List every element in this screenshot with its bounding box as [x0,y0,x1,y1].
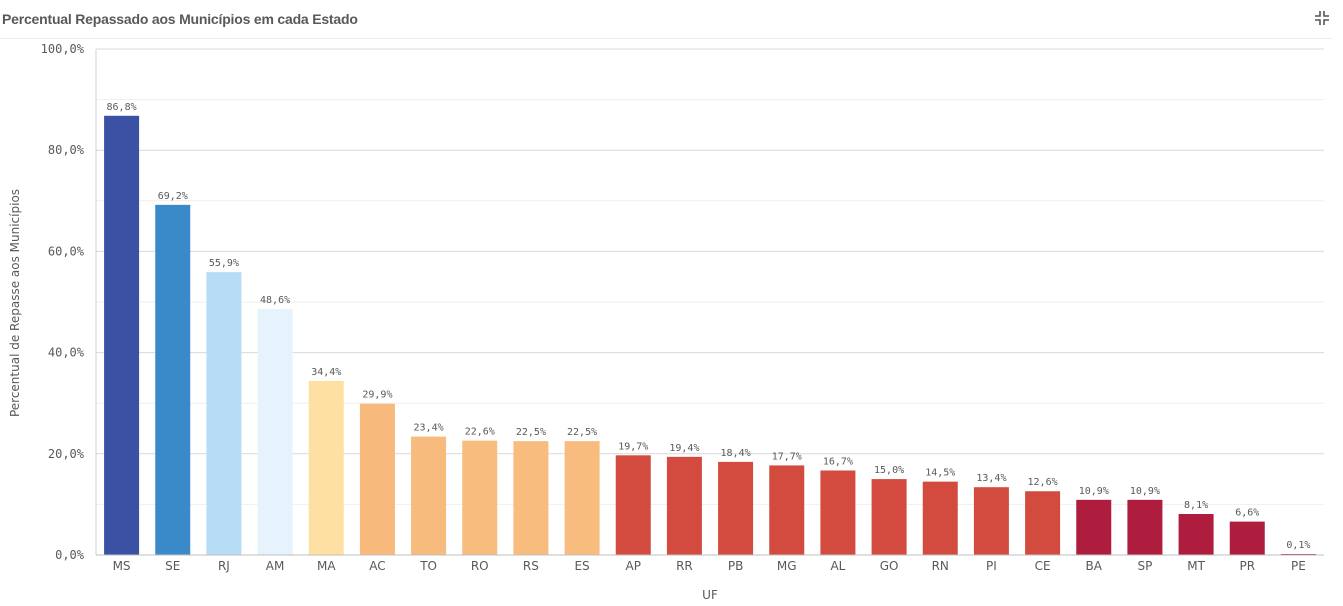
data-label: 86,8% [107,102,137,113]
data-label: 10,9% [1079,486,1109,497]
data-label: 14,5% [925,468,955,479]
gridlines [96,48,1324,556]
x-tick-label: RS [523,559,539,573]
x-tick-label: CE [1035,559,1051,573]
y-tick-label: 80,0% [48,143,85,157]
x-tick-label: RR [676,559,693,573]
x-tick-label: MG [777,559,797,573]
data-label: 29,9% [362,390,392,401]
x-tick-label: RO [471,559,489,573]
bar-mt[interactable] [1178,514,1214,555]
data-label: 13,4% [976,473,1006,484]
data-label: 16,7% [823,456,853,467]
x-tick-label: SE [165,559,180,573]
data-label: 8,1% [1184,500,1208,511]
y-axis: 0,0% 20,0% 40,0% 60,0% 80,0% 100,0% [41,42,97,562]
x-axis: MS SE RJ AM MA AC TO RO RS ES AP RR PB MG AL GO RN PI CE BA… [96,554,1324,573]
bar-rs[interactable] [513,441,549,555]
x-axis-label: UF [702,588,718,602]
chart-title: Percentual Repassado aos Municípios em c… [2,11,358,27]
bar-am[interactable] [257,309,293,555]
y-tick-label: 100,0% [41,42,85,56]
x-tick-label: RN [932,559,949,573]
bar-al[interactable] [820,470,856,555]
y-axis-label: Percentual de Repasse aos Municípios [8,189,22,417]
bar-ba[interactable] [1076,499,1112,555]
data-label: 0,1% [1286,540,1310,551]
x-tick-label: AM [266,559,285,573]
data-label: 69,2% [158,191,188,202]
x-tick-label: MT [1187,559,1205,573]
bar-es[interactable] [564,441,600,555]
data-label: 12,6% [1028,477,1058,488]
bar-se[interactable] [155,204,191,555]
x-tick-label: PR [1239,559,1255,573]
bar-rj[interactable] [206,272,242,555]
header-divider [0,38,1332,39]
y-tick-label: 40,0% [48,346,85,360]
collapse-arrows-icon[interactable] [1314,10,1330,26]
x-tick-label: TO [419,559,437,573]
data-label: 48,6% [260,295,290,306]
bar-ro[interactable] [462,440,498,555]
bars [104,115,1316,556]
data-label: 34,4% [311,367,341,378]
bar-to[interactable] [411,436,447,555]
y-tick-label: 20,0% [48,447,85,461]
x-tick-label: PI [986,559,997,573]
data-label: 22,5% [567,427,597,438]
x-tick-label: BA [1086,559,1103,573]
bar-ms[interactable] [104,115,140,556]
data-label: 17,7% [772,451,802,462]
x-tick-label: AP [626,559,641,573]
data-label: 18,4% [721,448,751,459]
data-label: 6,6% [1235,508,1259,519]
x-tick-label: PB [728,559,743,573]
data-label: 15,0% [874,465,904,476]
data-label: 19,7% [618,441,648,452]
data-label: 55,9% [209,258,239,269]
x-tick-label: SP [1137,559,1152,573]
bar-pb[interactable] [718,461,754,555]
bar-pi[interactable] [973,487,1009,555]
data-labels: 86,8% 69,2% 55,9% 48,6% 34,4% 29,9% 23,4% 22,6%… [107,102,1311,551]
x-tick-label: MA [317,559,336,573]
x-tick-label: GO [880,559,899,573]
bar-ma[interactable] [308,380,344,555]
bar-ce[interactable] [1025,491,1061,555]
x-tick-label: MS [113,559,131,573]
y-tick-label: 60,0% [48,244,85,258]
data-label: 22,6% [465,427,495,438]
y-tick-label: 0,0% [55,548,85,562]
bar-rn[interactable] [922,481,958,555]
x-tick-label: RJ [218,559,230,573]
bar-sp[interactable] [1127,499,1163,555]
bar-ac[interactable] [359,403,395,555]
data-label: 19,4% [669,443,699,454]
data-label: 22,5% [516,427,546,438]
bar-mg[interactable] [769,465,805,555]
data-label: 10,9% [1130,486,1160,497]
x-tick-label: ES [574,559,589,573]
x-tick-label: AC [369,559,385,573]
data-label: 23,4% [414,423,444,434]
x-tick-label: AL [830,559,845,573]
bar-rr[interactable] [666,456,702,555]
bar-pr[interactable] [1229,521,1265,555]
bar-go[interactable] [871,479,907,555]
x-tick-label: PE [1291,559,1306,573]
bar-ap[interactable] [615,455,651,555]
